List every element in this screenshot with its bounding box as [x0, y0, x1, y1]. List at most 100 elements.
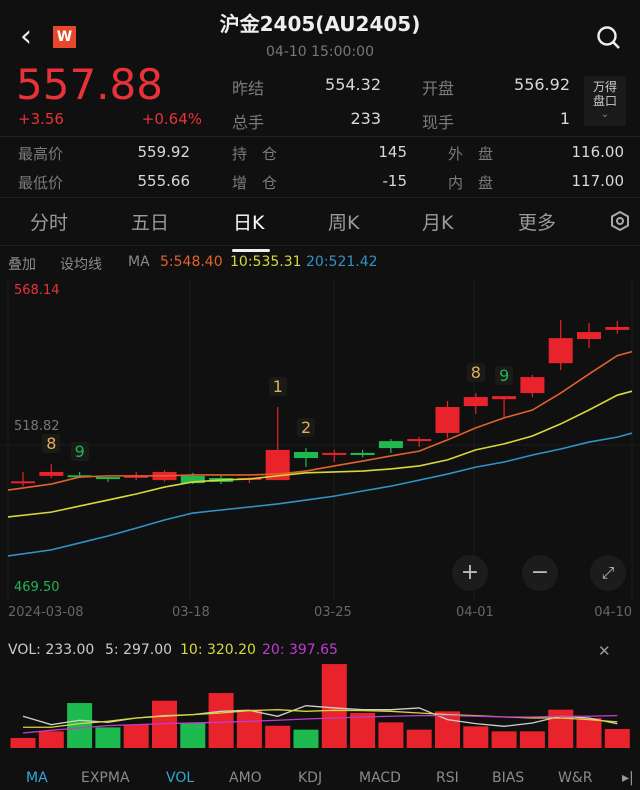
search-icon[interactable] — [596, 25, 622, 51]
last-price: 557.88 — [16, 60, 163, 109]
stat-value: -15 — [382, 172, 408, 190]
y-mid-label: 518.82 — [14, 419, 60, 434]
vol-ma5-value: 5: 297.00 — [105, 642, 173, 658]
zoom-in-button[interactable]: + — [452, 555, 488, 591]
stat-value: 145 — [378, 143, 407, 161]
ma5-value: 5:548.40 — [160, 254, 223, 270]
stat-label: 最高价 — [18, 145, 64, 163]
x-tick-label: 04-10 — [594, 605, 632, 620]
volume-bar — [38, 731, 64, 748]
divider — [0, 197, 640, 198]
indicator-tab-amo[interactable]: AMO — [229, 770, 262, 786]
volume-ma20-line — [22, 714, 618, 734]
indicator-tab-bias[interactable]: BIAS — [492, 770, 525, 786]
ma20-value: 20:521.42 — [306, 254, 378, 270]
active-tab-underline — [232, 249, 270, 252]
indicator-tab-macd[interactable]: MACD — [359, 770, 401, 786]
order-book-label: 万得 盘口 — [592, 80, 617, 108]
stat-label: 持 仓 — [232, 145, 278, 163]
candle-body — [322, 452, 347, 455]
ma5-line — [7, 350, 633, 491]
overlay-button[interactable]: 叠加 — [8, 257, 36, 273]
candle-body — [520, 377, 545, 394]
volume-bar — [378, 722, 404, 748]
indicator-tab-expma[interactable]: EXPMA — [81, 770, 130, 786]
chevron-down-icon: ⌄ — [600, 109, 610, 120]
ma-label: MA — [128, 254, 150, 270]
candle-body — [124, 475, 149, 478]
signal-annotation: 2 — [297, 418, 316, 438]
y-max-label: 568.14 — [14, 283, 60, 298]
volume-bar — [519, 731, 545, 748]
indicator-tab-ma[interactable]: MA — [26, 770, 48, 786]
candle-body — [605, 326, 630, 330]
volume-bar — [491, 731, 517, 748]
candle-body — [463, 397, 488, 407]
volume-bar — [321, 664, 347, 748]
volume-bar — [576, 718, 602, 748]
volume-chart — [10, 664, 630, 748]
divider — [0, 245, 640, 246]
candle-body — [577, 332, 601, 340]
indicator-tab-vol[interactable]: VOL — [166, 770, 195, 786]
volume-bar — [350, 713, 376, 748]
volume-ma5-line — [22, 705, 618, 727]
volume-bar — [463, 726, 489, 748]
stat-label: 开盘 — [422, 79, 455, 98]
volume-bar — [548, 709, 574, 748]
ma20-line — [7, 432, 633, 557]
zoom-out-button[interactable]: − — [522, 555, 558, 591]
vol-ma10-value: 10: 320.20 — [180, 642, 256, 658]
candle-body — [11, 481, 35, 484]
stat-value: 559.92 — [137, 143, 191, 161]
volume-bar — [406, 729, 432, 748]
tab-monthly-k[interactable]: 月K — [422, 212, 454, 234]
ma10-value: 10:535.31 — [230, 254, 302, 270]
candle-body — [350, 452, 375, 456]
indicator-tab-kdj[interactable]: KDJ — [298, 770, 323, 786]
volume-bar — [208, 693, 234, 748]
y-min-label: 469.50 — [14, 580, 60, 595]
x-tick-label: 2024-03-08 — [8, 605, 84, 620]
order-book-button[interactable]: 万得 盘口 ⌄ — [584, 76, 626, 126]
stat-label: 总手 — [232, 113, 265, 132]
signal-annotation: 9 — [70, 441, 89, 461]
fullscreen-icon[interactable]: ⤢ — [590, 555, 626, 591]
tab-intraday[interactable]: 分时 — [30, 212, 69, 234]
candle-body — [378, 441, 403, 449]
volume-bar — [293, 729, 319, 748]
tab-daily-k[interactable]: 日K — [233, 212, 265, 234]
candle-body — [67, 475, 92, 478]
back-button[interactable]: ‹ — [20, 19, 32, 54]
candle-body — [39, 471, 64, 476]
volume-bar — [435, 711, 460, 748]
stat-value: 233 — [350, 109, 381, 128]
tab-weekly-k[interactable]: 周K — [328, 212, 360, 234]
tab-more[interactable]: 更多 — [518, 212, 557, 234]
candlestick-chart[interactable] — [0, 280, 640, 600]
indicator-tab-wr[interactable]: W&R — [558, 770, 593, 786]
signal-annotation: 8 — [42, 434, 61, 454]
settings-icon[interactable] — [610, 211, 630, 231]
x-tick-label: 03-25 — [314, 605, 352, 620]
skip-end-icon[interactable]: ▸| — [622, 770, 634, 786]
x-tick-label: 03-18 — [172, 605, 210, 620]
stat-label: 外 盘 — [448, 145, 494, 163]
tab-five-day[interactable]: 五日 — [131, 212, 170, 234]
set-ma-button[interactable]: 设均线 — [60, 257, 102, 273]
stat-value: 554.32 — [325, 75, 381, 94]
candle-body — [435, 406, 460, 433]
x-tick-label: 04-01 — [456, 605, 494, 620]
divider — [0, 136, 640, 137]
page-title: 沪金2405(AU2405) — [219, 12, 421, 36]
stat-label: 昨结 — [232, 79, 265, 98]
stat-value: 1 — [559, 109, 570, 128]
stat-value: 117.00 — [571, 172, 625, 190]
wind-logo: W — [53, 26, 76, 48]
close-icon[interactable]: ✕ — [598, 642, 611, 660]
candle-body — [407, 439, 432, 442]
stat-label: 现手 — [422, 113, 455, 132]
indicator-tab-rsi[interactable]: RSI — [436, 770, 459, 786]
volume-bar — [236, 709, 262, 748]
candle-body — [180, 475, 205, 484]
